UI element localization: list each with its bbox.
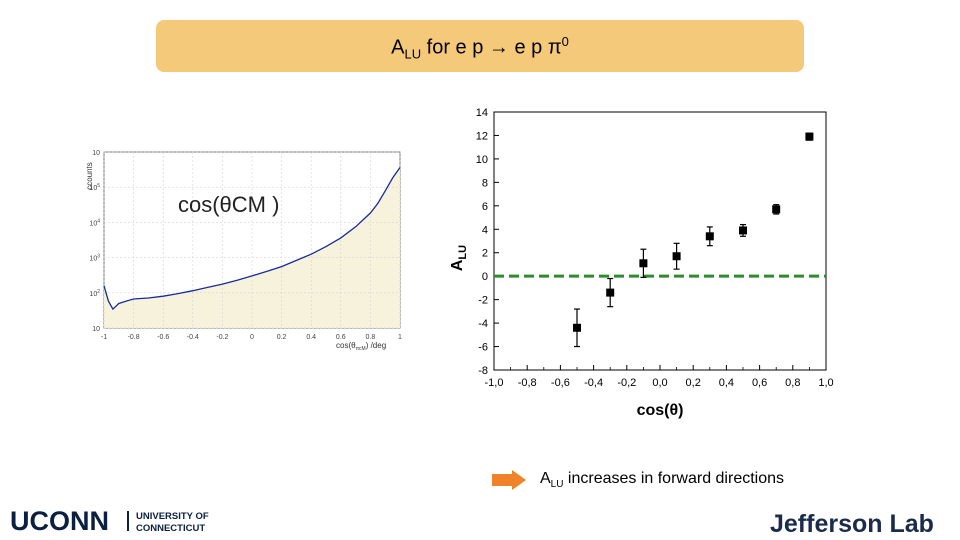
square-marker: [606, 288, 615, 297]
uconn-line2: CONNECTICUT: [136, 523, 205, 534]
left-x-tick-label: 0.6: [336, 334, 346, 341]
right-x-tick-label: 0,0: [652, 377, 667, 389]
square-marker: [772, 205, 781, 214]
right-y-tick-label: 10: [476, 154, 488, 166]
uconn-line1: UNIVERSITY OF: [136, 511, 209, 522]
right-x-tick-label: 1,0: [818, 377, 833, 389]
left-x-label: cos(θπcM) /deg: [336, 341, 386, 352]
right-x-tick-label: 0,4: [719, 377, 734, 389]
title-after: e p π: [508, 36, 562, 59]
right-y-tick-label: 12: [476, 130, 488, 142]
right-y-tick-label: 0: [482, 271, 488, 283]
right-y-tick-label: 8: [482, 177, 488, 189]
right-x-tick-label: 0,2: [686, 377, 701, 389]
data-point: [739, 223, 747, 237]
left-x-tick-label: 1: [398, 334, 402, 341]
right-x-tick-label: 0,8: [785, 377, 800, 389]
right-y-tick-label: 4: [482, 224, 488, 236]
left-grid: [103, 151, 401, 329]
left-x-tick-label: -0.2: [216, 334, 228, 341]
left-y-tick-label: 10: [92, 150, 100, 157]
left-series-fill: [104, 167, 400, 328]
square-marker: [639, 259, 648, 268]
right-x-label: cos(θ): [637, 402, 684, 419]
title-banner: ALU for e p → e p π0: [156, 20, 804, 72]
left-y-tick-label: 104: [89, 218, 100, 227]
right-x-ticks: -1,0 -0,8 -0,6 -0,4 -0,2 0,0 0,2 0,4 0,6 0,8 1,0: [485, 365, 834, 389]
left-x-tick-label: 0.4: [306, 334, 316, 341]
title-sup: 0: [561, 34, 569, 49]
left-y-ticks: 10 102 103 104 105 10: [89, 150, 100, 333]
data-point: [639, 248, 648, 278]
right-y-tick-label: -8: [478, 365, 488, 377]
left-annotation: cos(θCM ): [178, 192, 279, 217]
title-arrow-icon: →: [488, 36, 509, 59]
title-sub: LU: [404, 46, 422, 62]
right-plot-frame: [493, 111, 827, 371]
left-y-tick-label: 103: [89, 254, 100, 263]
slide-title: ALU for e p → e p π0: [156, 34, 804, 62]
data-point: [705, 226, 714, 247]
left-x-tick-label: -0.6: [157, 334, 169, 341]
jlab-wordmark: Jefferson Lab: [770, 510, 934, 538]
data-point: [573, 308, 581, 348]
left-y-tick-label: 105: [89, 183, 100, 192]
right-y-tick-label: -6: [478, 342, 488, 354]
uconn-wordmark: UCONN: [10, 506, 109, 535]
uconn-logo: UCONN UNIVERSITY OF CONNECTICUT: [10, 506, 209, 535]
square-marker: [805, 132, 814, 141]
left-x-tick-label: 0.2: [277, 334, 287, 341]
title-rest: for e p: [421, 36, 489, 59]
right-x-tick-label: -0,6: [551, 377, 570, 389]
title-main: A: [391, 36, 405, 59]
right-y-ticks: -8 -6 -4 -2 0 2 4 6 8 10 12 14: [476, 107, 499, 377]
conclusion-text: ALU increases in forward directions: [540, 470, 785, 491]
right-y-tick-label: -4: [478, 318, 488, 330]
jefferson-lab-logo: Jefferson Lab: [770, 510, 934, 538]
right-y-tick-label: -2: [478, 295, 488, 307]
right-y-label: ALU: [449, 245, 469, 271]
left-x-tick-label: 0: [250, 334, 254, 341]
data-point: [805, 132, 814, 141]
square-marker: [705, 232, 714, 241]
right-y-tick-label: 2: [482, 248, 488, 260]
data-point: [672, 242, 681, 270]
square-marker: [573, 323, 581, 332]
left-x-tick-label: 0.8: [366, 334, 376, 341]
left-y-tick-label: 10: [92, 326, 100, 333]
alu-scatter-chart: -1,0 -0,8 -0,6 -0,4 -0,2 0,0 0,2 0,4 0,6 0,8 1,0 -…: [449, 107, 834, 419]
left-x-ticks: -1 -0.8 -0.6 -0.4 -0.2 0 0.2 0.4 0.6 0.8 1: [101, 334, 402, 341]
data-point: [606, 277, 615, 308]
right-x-tick-label: -0,2: [617, 377, 636, 389]
left-y-tick-label: 102: [89, 289, 100, 298]
right-x-tick-label: 0,6: [752, 377, 767, 389]
left-x-tick-label: -0.8: [128, 334, 140, 341]
data-point: [772, 204, 781, 215]
right-y-tick-label: 14: [476, 107, 488, 119]
square-marker: [672, 252, 681, 261]
right-x-tick-label: -0,4: [584, 377, 603, 389]
cos-theta-distribution-chart: -1 -0.8 -0.6 -0.4 -0.2 0 0.2 0.4 0.6 0.8 1 1010210…: [85, 150, 402, 352]
left-x-tick-label: -0.4: [187, 334, 199, 341]
left-series-line: [103, 167, 401, 311]
right-x-tick-label: -0,8: [518, 377, 537, 389]
right-x-tick-label: -1,0: [485, 377, 504, 389]
right-data-points: [573, 132, 814, 348]
left-x-tick-label: -1: [101, 334, 107, 341]
right-y-tick-label: 6: [482, 201, 488, 213]
right-arrow-icon: [492, 470, 526, 490]
square-marker: [739, 226, 747, 235]
left-y-label: ccounts: [85, 162, 94, 190]
